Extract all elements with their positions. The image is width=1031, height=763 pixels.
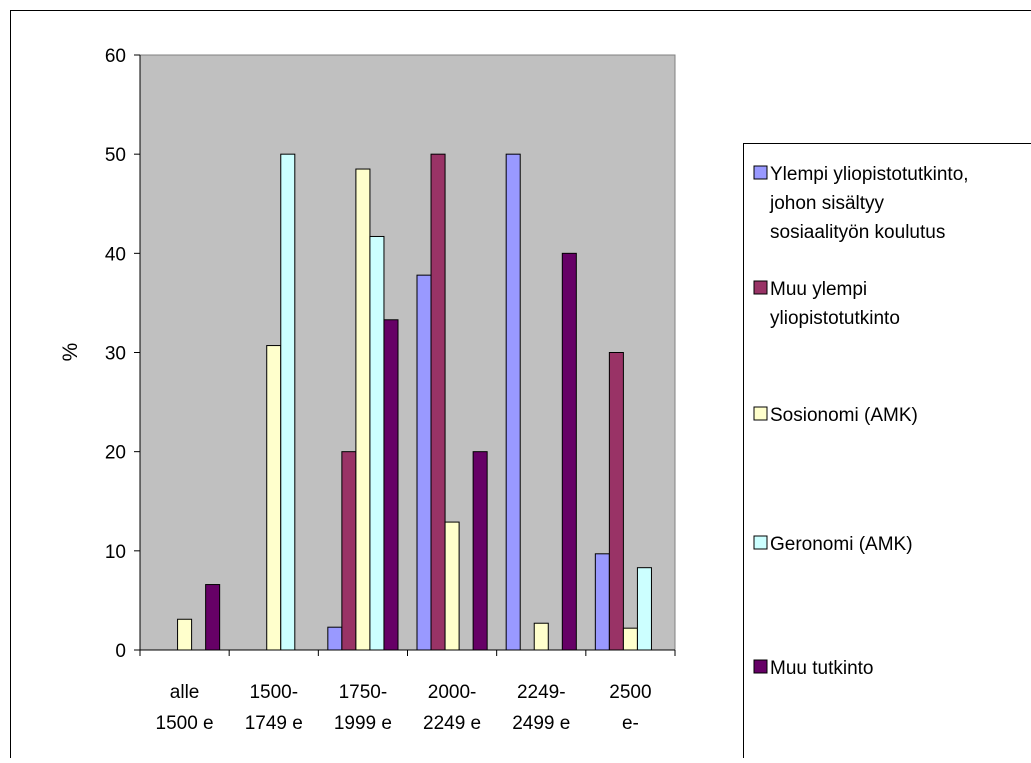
bar — [562, 253, 576, 650]
bar — [178, 619, 192, 650]
x-tick-label: 1749 e — [245, 713, 303, 734]
bar — [267, 346, 281, 650]
x-tick-label: 2500 — [609, 682, 651, 703]
bar — [328, 627, 342, 650]
legend-label: Muu ylempi — [770, 279, 867, 300]
y-tick-label: 20 — [105, 443, 126, 464]
y-tick-label: 60 — [105, 46, 126, 67]
plot-area — [140, 55, 675, 650]
y-tick-label: 40 — [105, 244, 126, 265]
y-tick-label: 10 — [105, 542, 126, 563]
bar — [206, 585, 220, 650]
legend-label: Geronomi (AMK) — [770, 534, 913, 555]
x-tick-label: alle — [170, 682, 200, 703]
legend-label: sosiaalityön koulutus — [770, 222, 945, 243]
bar — [473, 452, 487, 650]
bar — [609, 353, 623, 651]
x-tick-label: 2000- — [428, 682, 477, 703]
bar — [637, 568, 651, 650]
x-tick-label: 1750- — [339, 682, 388, 703]
bar — [281, 154, 295, 650]
bar — [342, 452, 356, 650]
y-axis-label: % — [59, 343, 82, 362]
y-tick-label: 30 — [105, 344, 126, 365]
y-tick-label: 0 — [115, 641, 126, 662]
legend-swatch — [754, 407, 767, 420]
bar — [623, 628, 637, 650]
legend-label: Sosionomi (AMK) — [770, 405, 918, 426]
bar — [384, 320, 398, 650]
legend-swatch — [754, 166, 767, 179]
bar — [417, 275, 431, 650]
legend-label: Ylempi yliopistotutkinto, — [770, 164, 969, 185]
bar — [595, 554, 609, 650]
legend-swatch — [754, 660, 767, 673]
y-tick-label: 50 — [105, 145, 126, 166]
bar — [431, 154, 445, 650]
bar — [534, 623, 548, 650]
x-tick-label: 1500 e — [156, 713, 214, 734]
legend-swatch — [754, 536, 767, 549]
bar — [445, 522, 459, 650]
x-tick-label: 2499 e — [512, 713, 570, 734]
x-tick-label: e- — [622, 713, 639, 734]
legend-label: Muu tutkinto — [770, 658, 874, 679]
x-tick-label: 1500- — [249, 682, 298, 703]
legend-swatch — [754, 281, 767, 294]
bar — [506, 154, 520, 650]
x-tick-label: 1999 e — [334, 713, 392, 734]
legend-label: yliopistotutkinto — [770, 308, 900, 329]
bar — [356, 169, 370, 650]
bar — [370, 236, 384, 650]
legend-label: johon sisältyy — [769, 193, 885, 214]
x-tick-label: 2249- — [517, 682, 566, 703]
x-tick-label: 2249 e — [423, 713, 481, 734]
